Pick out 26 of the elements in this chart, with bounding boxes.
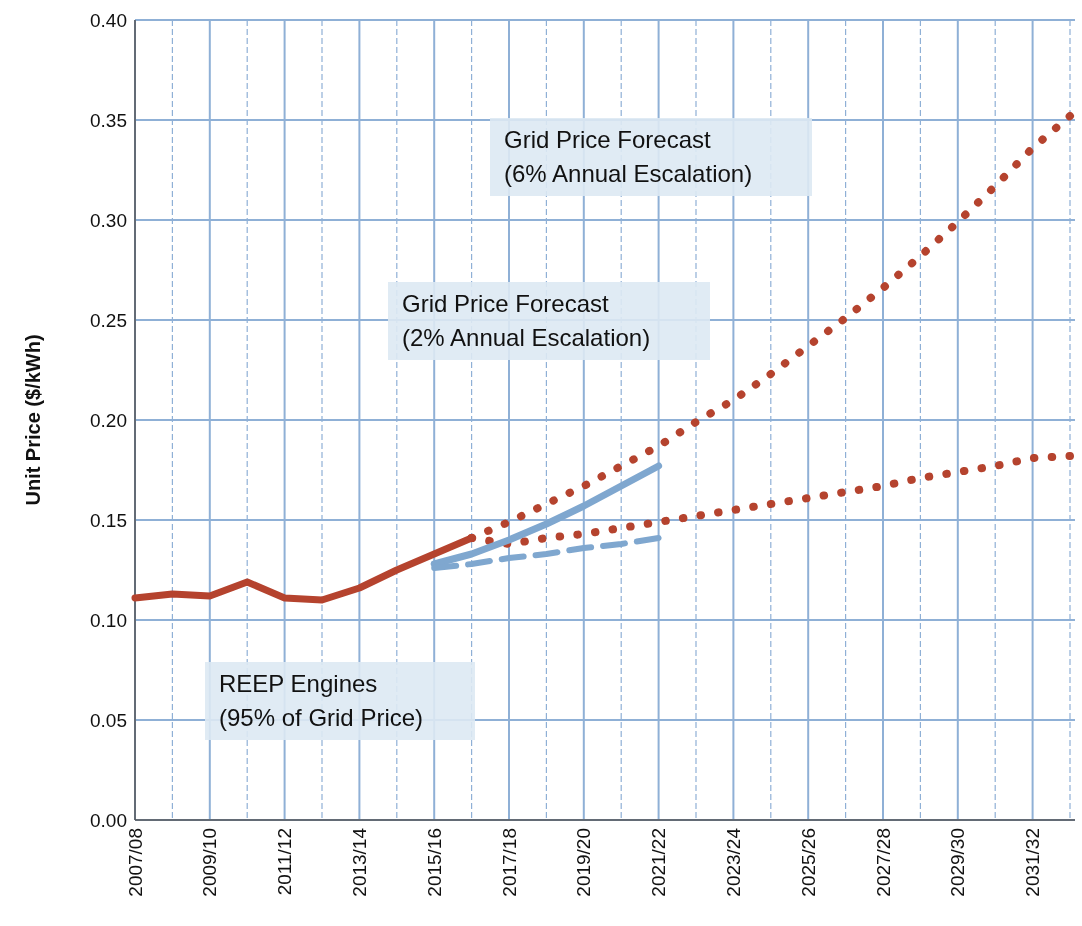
- y-tick-label: 0.35: [90, 109, 127, 131]
- y-tick-label: 0.00: [90, 809, 127, 831]
- y-tick-label: 0.25: [90, 309, 127, 331]
- annotation: Grid Price Forecast (6% Annual Escalation): [504, 126, 753, 187]
- y-tick-label: 0.05: [90, 709, 127, 731]
- x-tick-label: 2017/18: [498, 828, 520, 897]
- x-tick-label: 2011/12: [274, 828, 296, 896]
- y-tick-label: 0.20: [90, 409, 127, 431]
- x-tick-label: 2019/20: [573, 828, 595, 897]
- y-tick-label: 0.30: [90, 209, 127, 231]
- x-tick-label: 2009/10: [199, 828, 221, 897]
- x-tick-label: 2027/28: [872, 828, 894, 897]
- y-axis-title: Unit Price ($/kWh): [22, 334, 44, 506]
- x-tick-label: 2025/26: [797, 828, 819, 897]
- x-tick-label: 2029/30: [947, 828, 969, 897]
- x-tick-label: 2023/24: [723, 827, 745, 897]
- x-tick-label: 2007/08: [124, 828, 146, 897]
- y-tick-label: 0.15: [90, 509, 127, 531]
- annotation: REEP Engines (95% of Grid Price): [219, 670, 424, 731]
- y-tick-label: 0.40: [90, 9, 127, 31]
- x-tick-label: 2021/22: [648, 828, 670, 897]
- x-tick-label: 2013/14: [349, 827, 371, 897]
- x-tick-label: 2031/32: [1022, 828, 1044, 897]
- x-tick-label: 2015/16: [423, 828, 445, 897]
- y-tick-label: 0.10: [90, 609, 127, 631]
- annotation: Grid Price Forecast (2% Annual Escalation): [402, 290, 651, 351]
